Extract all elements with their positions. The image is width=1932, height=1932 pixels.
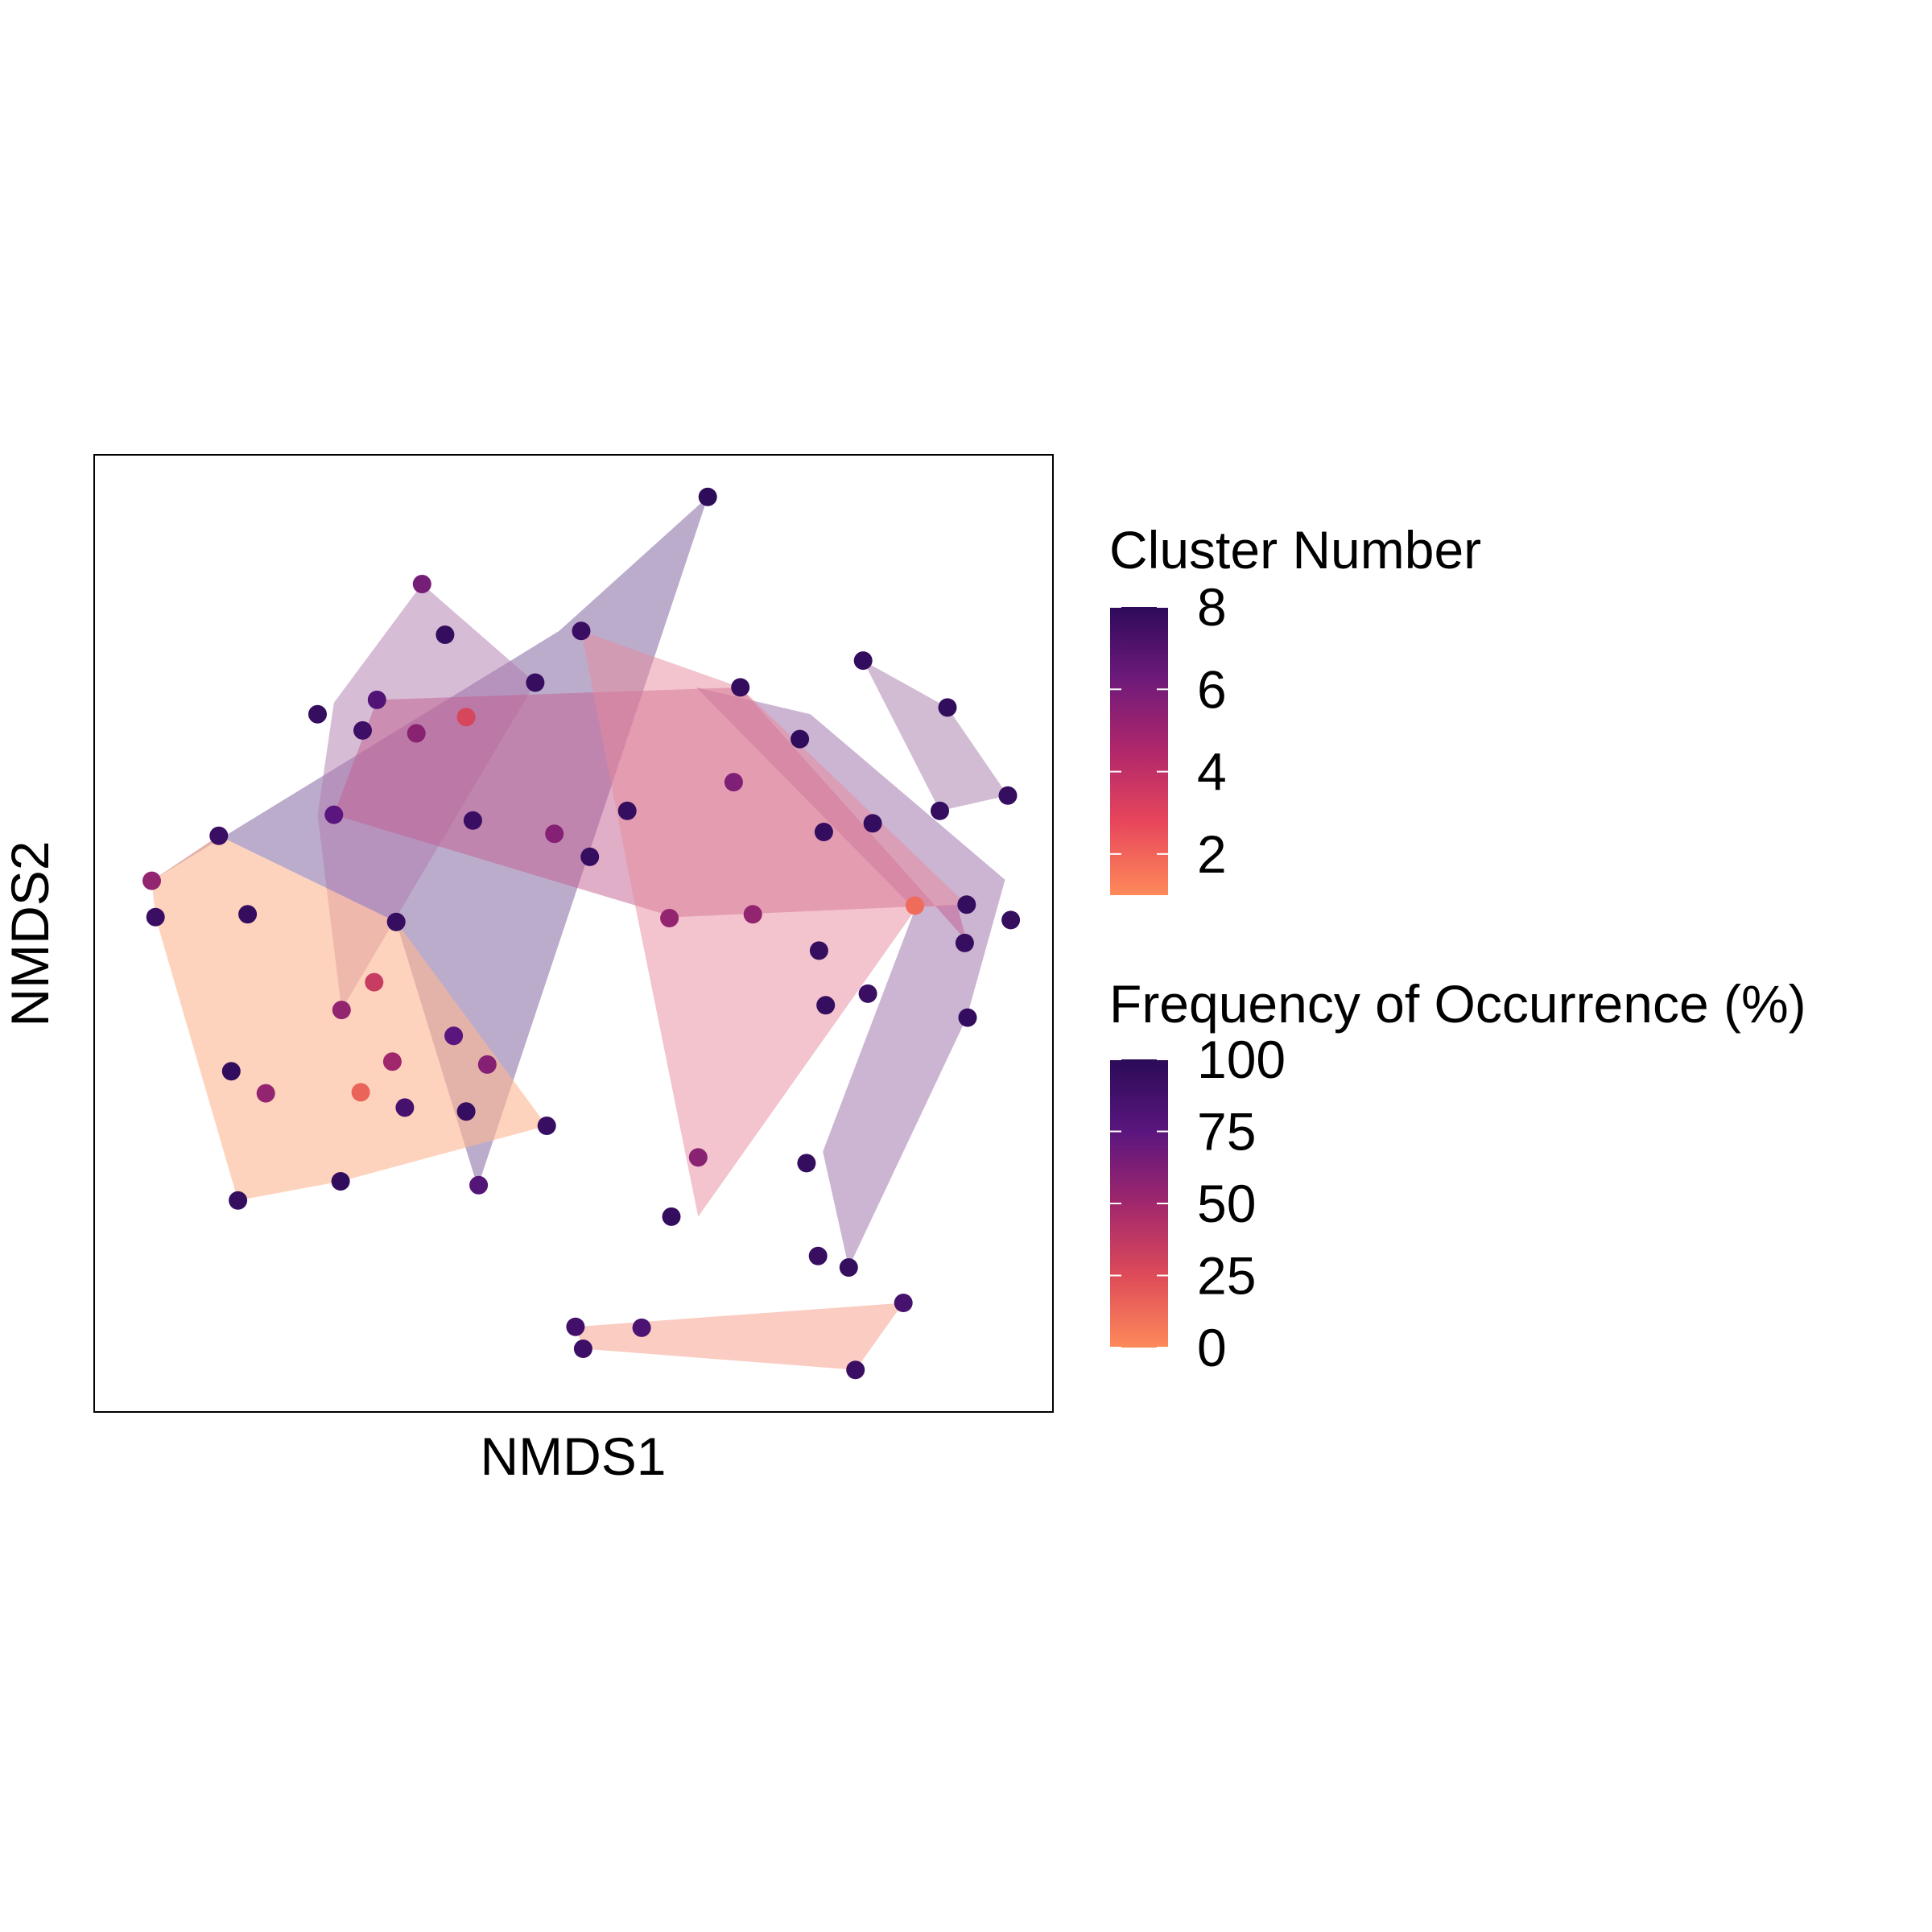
data-point-60	[632, 1318, 651, 1337]
legend-tick-label: 75	[1197, 1102, 1256, 1162]
legend-cluster-number: Cluster Number 8 6 4 2	[1109, 520, 1481, 895]
y-axis-title: NMDS2	[0, 840, 60, 1026]
data-point-34	[146, 907, 165, 927]
legend-tick-label: 6	[1197, 659, 1227, 719]
legend-tick-label: 0	[1197, 1318, 1227, 1377]
data-point-22	[580, 847, 600, 866]
data-point-11	[456, 708, 476, 727]
legend-tick-label: 100	[1197, 1030, 1286, 1089]
legend-tick-label: 25	[1197, 1246, 1256, 1306]
legend-cluster-colorbar	[1110, 607, 1168, 895]
data-point-0	[698, 487, 717, 506]
x-axis-title: NMDS1	[480, 1426, 666, 1486]
data-point-44	[221, 1062, 241, 1081]
data-point-7	[853, 651, 873, 671]
data-point-58	[894, 1294, 913, 1312]
data-point-23	[814, 823, 833, 841]
data-point-53	[469, 1175, 489, 1195]
cluster-hulls	[151, 497, 1008, 1370]
data-point-21	[545, 824, 564, 844]
data-point-26	[957, 895, 976, 914]
cluster-hull-1-7	[151, 836, 547, 1201]
data-point-12	[938, 698, 957, 717]
cluster-hull-7-1	[696, 687, 1005, 1268]
legend-tick-label: 50	[1197, 1174, 1256, 1233]
data-point-46	[351, 1083, 370, 1102]
data-point-33	[142, 871, 161, 890]
data-point-41	[444, 1026, 464, 1046]
data-point-1	[412, 575, 431, 593]
legend-tick-label: 2	[1197, 824, 1227, 884]
data-point-36	[365, 972, 384, 992]
data-point-45	[256, 1084, 275, 1103]
data-point-35	[238, 905, 258, 924]
data-point-3	[572, 621, 591, 641]
data-point-24	[209, 826, 229, 845]
data-point-40	[958, 1008, 977, 1027]
data-point-16	[931, 801, 949, 820]
data-point-27	[1001, 910, 1021, 930]
data-point-15	[998, 786, 1018, 805]
data-point-38	[858, 984, 877, 1003]
data-point-8	[308, 704, 327, 724]
data-points	[142, 487, 1021, 1380]
data-point-4	[526, 673, 545, 692]
data-point-25	[906, 896, 924, 915]
legend-tick-label: 8	[1197, 577, 1227, 637]
data-point-59	[566, 1317, 585, 1336]
legend-frequency: Frequency of Occurrence (%) 100 75 50 25 0	[1109, 974, 1806, 1377]
data-point-47	[395, 1098, 415, 1117]
data-point-19	[617, 801, 637, 820]
data-point-18	[463, 811, 482, 830]
data-point-10	[407, 724, 426, 743]
data-point-62	[846, 1360, 865, 1380]
legend-tick-label: 4	[1197, 742, 1227, 802]
data-point-48	[456, 1102, 476, 1121]
data-point-55	[662, 1207, 681, 1226]
data-point-30	[386, 912, 406, 931]
data-point-17	[324, 805, 344, 824]
data-point-13	[791, 729, 810, 749]
data-point-54	[229, 1191, 248, 1210]
data-point-2	[436, 625, 455, 644]
data-point-50	[688, 1148, 708, 1167]
data-point-51	[797, 1154, 816, 1173]
legend-frequency-title: Frequency of Occurrence (%)	[1109, 974, 1806, 1034]
cluster-hull-7-2	[863, 660, 1008, 811]
cluster-hull-3-6	[575, 1302, 904, 1370]
data-point-20	[863, 814, 882, 833]
cluster-hull-4-5	[581, 630, 967, 1217]
data-point-57	[839, 1258, 858, 1277]
data-point-6	[731, 678, 750, 697]
legend-cluster-title: Cluster Number	[1109, 520, 1481, 580]
data-point-52	[331, 1172, 350, 1191]
data-point-43	[382, 1052, 402, 1071]
data-point-31	[955, 933, 974, 952]
data-point-32	[809, 941, 828, 960]
data-point-29	[743, 905, 762, 924]
data-point-42	[477, 1055, 497, 1074]
data-point-61	[573, 1340, 592, 1358]
data-point-9	[353, 720, 372, 740]
data-point-28	[660, 909, 679, 927]
data-point-37	[332, 1001, 351, 1020]
data-point-5	[367, 690, 386, 709]
data-point-14	[724, 773, 743, 792]
data-point-56	[808, 1246, 828, 1265]
data-point-39	[816, 996, 836, 1015]
data-point-49	[537, 1117, 556, 1135]
